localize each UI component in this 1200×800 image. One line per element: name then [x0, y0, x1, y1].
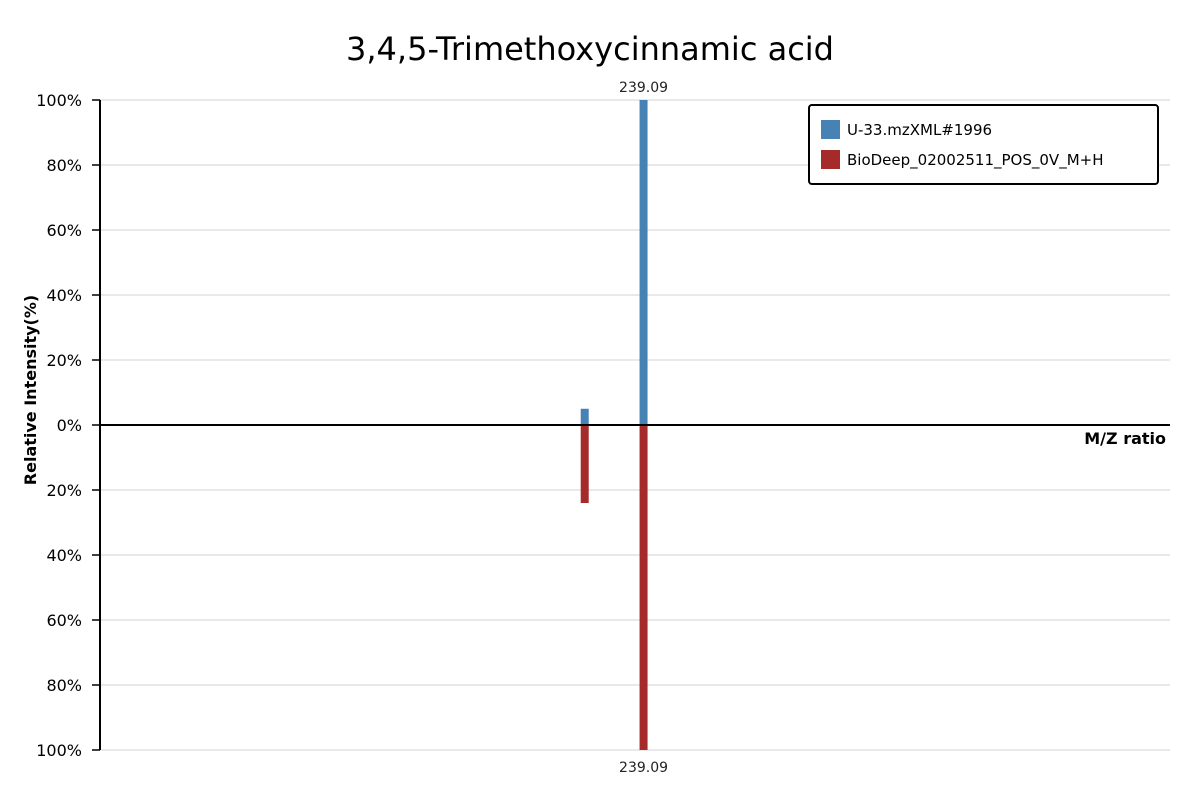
y-axis-label: Relative Intensity(%)	[21, 295, 40, 485]
legend-box	[808, 104, 1159, 185]
x-axis-label: M/Z ratio	[1084, 429, 1166, 448]
reference-peak-bar	[580, 425, 589, 503]
y-tick-label: 40%	[46, 546, 82, 565]
legend-label-reference: BioDeep_02002511_POS_0V_M+H	[847, 151, 1103, 170]
y-tick-labels: 100% 80% 60% 40% 20% 0% 20% 40% 60% 80% 100%	[36, 91, 100, 760]
spectrum-bars	[580, 100, 648, 750]
y-tick-label: 20%	[46, 351, 82, 370]
axes	[99, 100, 1170, 750]
y-tick-label: 100%	[36, 741, 82, 760]
y-tick-label: 100%	[36, 91, 82, 110]
y-tick-label: 80%	[46, 156, 82, 175]
legend-label-query: U-33.mzXML#1996	[847, 121, 992, 139]
y-tick-label: 80%	[46, 676, 82, 695]
chart-title: 3,4,5-Trimethoxycinnamic acid	[346, 30, 834, 68]
y-tick-label: 20%	[46, 481, 82, 500]
y-tick-label: 40%	[46, 286, 82, 305]
query-peak-label: 239.09	[619, 80, 668, 96]
y-tick-label: 0%	[57, 416, 82, 435]
y-tick-label: 60%	[46, 221, 82, 240]
query-peak-bar	[580, 408, 589, 425]
legend-swatch-query	[821, 120, 840, 139]
reference-peak-bar	[639, 425, 648, 750]
reference-peak-label: 239.09	[619, 760, 668, 776]
legend-swatch-reference	[821, 150, 840, 169]
grid-lines	[100, 99, 1170, 751]
query-peak-bar	[639, 100, 648, 425]
legend: U-33.mzXML#1996 BioDeep_02002511_POS_0V_…	[808, 104, 1159, 185]
y-tick-label: 60%	[46, 611, 82, 630]
peak-labels: 239.09 239.09	[619, 80, 668, 776]
